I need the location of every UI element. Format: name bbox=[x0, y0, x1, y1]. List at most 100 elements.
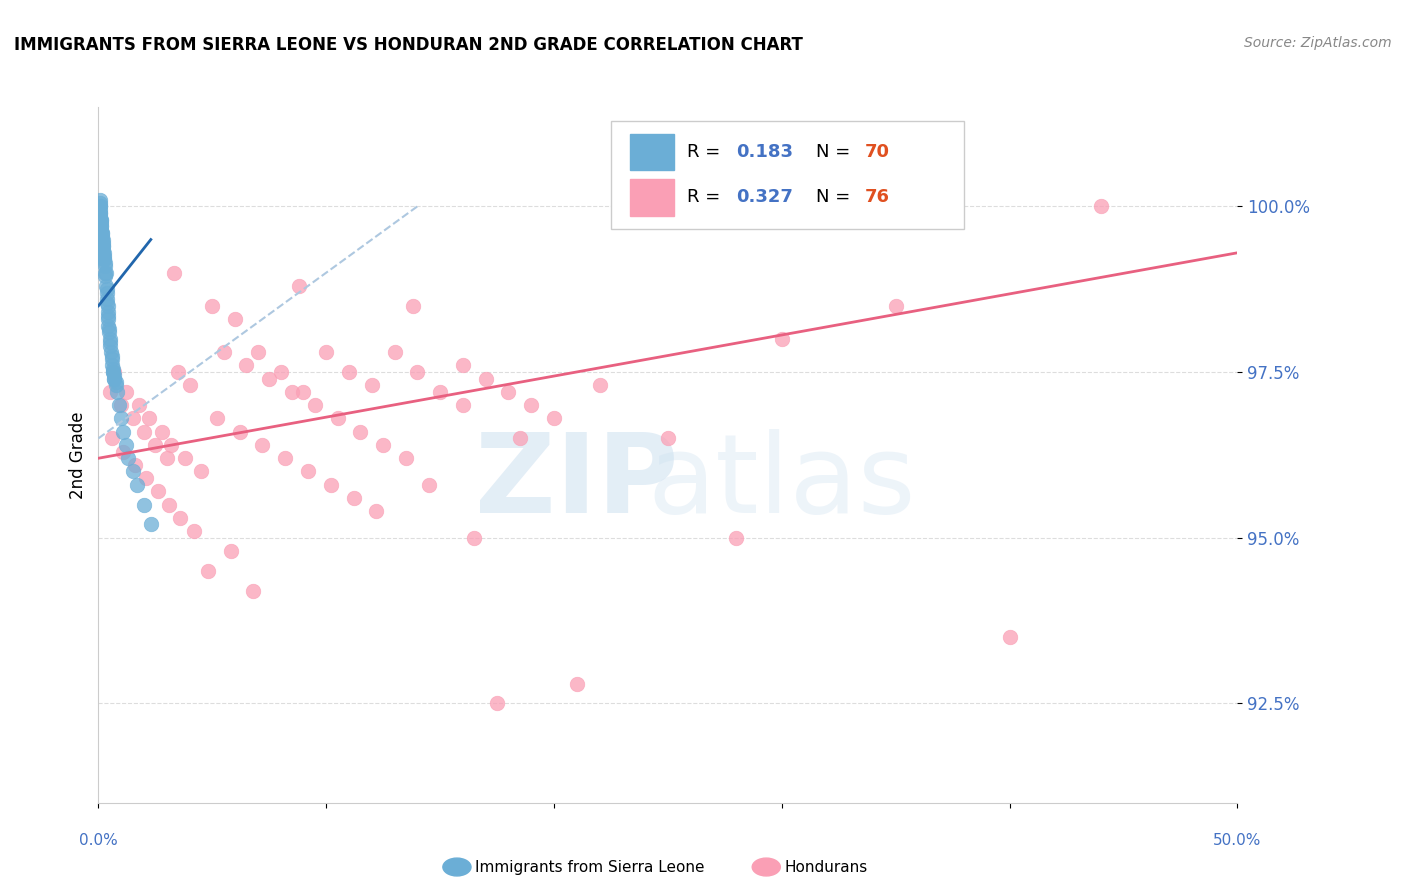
Point bbox=[89, 206, 111, 220]
Point bbox=[90, 226, 112, 240]
Point bbox=[98, 384, 121, 399]
Point bbox=[100, 338, 122, 352]
Point bbox=[90, 212, 112, 227]
Point bbox=[91, 233, 114, 247]
Point bbox=[91, 229, 114, 244]
Point bbox=[292, 384, 315, 399]
Point bbox=[543, 411, 565, 425]
Point bbox=[520, 398, 543, 412]
Point bbox=[97, 312, 120, 326]
Point bbox=[93, 252, 115, 267]
Point bbox=[281, 384, 304, 399]
Point bbox=[124, 458, 146, 472]
Text: 0.327: 0.327 bbox=[737, 188, 793, 206]
Point bbox=[128, 398, 150, 412]
Point bbox=[112, 425, 135, 439]
Point bbox=[315, 345, 337, 359]
Point bbox=[145, 438, 167, 452]
Text: 70: 70 bbox=[865, 144, 890, 161]
Point bbox=[121, 465, 143, 479]
Point bbox=[94, 259, 117, 273]
Point bbox=[114, 438, 136, 452]
Point bbox=[91, 239, 114, 253]
Text: N =: N = bbox=[815, 188, 856, 206]
Point bbox=[94, 266, 117, 280]
Point bbox=[101, 365, 124, 379]
Point bbox=[219, 544, 242, 558]
Point bbox=[160, 438, 183, 452]
Point bbox=[167, 365, 190, 379]
Point bbox=[190, 465, 212, 479]
Point bbox=[104, 378, 127, 392]
Point bbox=[110, 411, 132, 425]
Point bbox=[451, 398, 474, 412]
Point bbox=[884, 299, 907, 313]
Point bbox=[98, 332, 121, 346]
Point bbox=[101, 361, 124, 376]
Point bbox=[498, 384, 520, 399]
Point bbox=[93, 245, 115, 260]
Point bbox=[349, 425, 371, 439]
Point bbox=[565, 676, 588, 690]
Point bbox=[246, 345, 269, 359]
Point bbox=[319, 477, 342, 491]
Point bbox=[138, 411, 160, 425]
Point bbox=[139, 517, 162, 532]
Point bbox=[509, 431, 531, 445]
Point bbox=[242, 583, 264, 598]
Point bbox=[162, 266, 184, 280]
Bar bbox=[630, 134, 673, 170]
Text: IMMIGRANTS FROM SIERRA LEONE VS HONDURAN 2ND GRADE CORRELATION CHART: IMMIGRANTS FROM SIERRA LEONE VS HONDURAN… bbox=[14, 36, 803, 54]
Point bbox=[146, 484, 169, 499]
Point bbox=[96, 279, 118, 293]
Point bbox=[259, 372, 281, 386]
FancyBboxPatch shape bbox=[612, 121, 965, 229]
Point bbox=[112, 444, 135, 458]
Point bbox=[97, 322, 120, 336]
Point bbox=[224, 312, 246, 326]
Text: R =: R = bbox=[688, 188, 727, 206]
Point bbox=[90, 216, 112, 230]
Point bbox=[90, 219, 112, 234]
Point bbox=[100, 349, 122, 363]
Point bbox=[212, 345, 235, 359]
Point bbox=[406, 365, 429, 379]
Point bbox=[91, 243, 114, 257]
Point bbox=[451, 359, 474, 373]
Point bbox=[103, 365, 125, 379]
Point bbox=[150, 425, 173, 439]
Point bbox=[169, 511, 191, 525]
Point bbox=[103, 368, 125, 383]
Point bbox=[402, 299, 425, 313]
Point bbox=[110, 398, 132, 412]
Point bbox=[89, 199, 111, 213]
Point bbox=[395, 451, 418, 466]
Point bbox=[89, 193, 111, 207]
Point bbox=[588, 378, 610, 392]
Point bbox=[183, 524, 205, 538]
Point bbox=[297, 465, 319, 479]
Point bbox=[342, 491, 364, 505]
Point bbox=[114, 384, 136, 399]
Text: 76: 76 bbox=[865, 188, 890, 206]
Point bbox=[121, 411, 143, 425]
Point bbox=[174, 451, 197, 466]
Text: Immigrants from Sierra Leone: Immigrants from Sierra Leone bbox=[475, 860, 704, 874]
Point bbox=[97, 318, 120, 333]
Point bbox=[156, 451, 179, 466]
Point bbox=[96, 282, 118, 296]
Point bbox=[418, 477, 440, 491]
Point bbox=[326, 411, 349, 425]
Point bbox=[90, 219, 112, 234]
Point bbox=[101, 351, 124, 366]
Text: 50.0%: 50.0% bbox=[1213, 833, 1261, 848]
Text: atlas: atlas bbox=[648, 429, 915, 536]
Point bbox=[725, 531, 748, 545]
Point bbox=[100, 345, 122, 359]
Text: ZIP: ZIP bbox=[475, 429, 679, 536]
Point bbox=[89, 206, 111, 220]
Point bbox=[366, 504, 388, 518]
Text: 0.183: 0.183 bbox=[737, 144, 793, 161]
Point bbox=[474, 372, 496, 386]
Point bbox=[90, 212, 112, 227]
